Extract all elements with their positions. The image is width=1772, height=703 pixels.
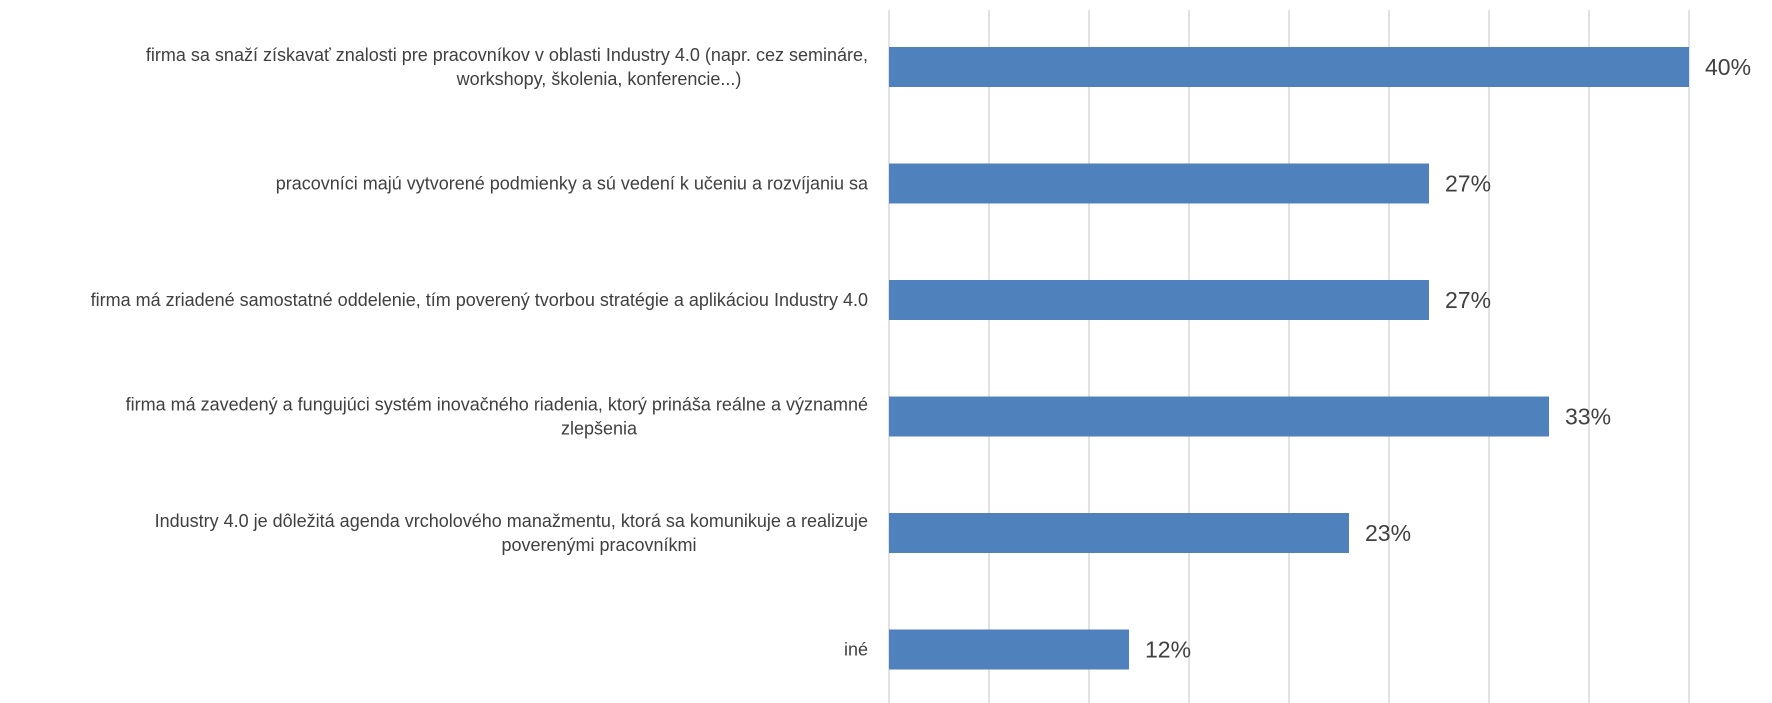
category-label: Industry 4.0 je dôležitá agenda vrcholov… — [155, 511, 868, 531]
bar — [889, 396, 1549, 437]
data-label: 27% — [1445, 171, 1491, 197]
category-label: pracovníci majú vytvorené podmienky a sú… — [276, 174, 869, 194]
bar — [889, 163, 1429, 204]
category-label: zlepšenia — [561, 419, 638, 439]
data-labels: 40% 27% 27% 33% 23% 12% — [1145, 54, 1751, 663]
bar — [889, 280, 1429, 320]
data-label: 33% — [1565, 404, 1611, 430]
bar — [889, 47, 1689, 87]
category-label: firma sa snaží získavať znalosti pre pra… — [146, 45, 868, 65]
data-label: 27% — [1445, 287, 1491, 313]
bar — [889, 629, 1129, 670]
gridlines — [888, 10, 1690, 703]
category-label: firma má zavedený a fungujúci systém ino… — [126, 395, 868, 415]
bar — [889, 513, 1349, 553]
data-label: 12% — [1145, 637, 1191, 663]
category-label: workshopy, školenia, konferencie...) — [456, 69, 742, 89]
bars — [889, 47, 1689, 670]
category-label: poverenými pracovníkmi — [501, 535, 696, 555]
category-label: iné — [844, 640, 868, 660]
data-label: 40% — [1705, 54, 1751, 80]
data-label: 23% — [1365, 520, 1411, 546]
category-label: firma má zriadené samostatné oddelenie, … — [91, 290, 868, 310]
category-labels: firma sa snaží získavať znalosti pre pra… — [91, 45, 869, 660]
